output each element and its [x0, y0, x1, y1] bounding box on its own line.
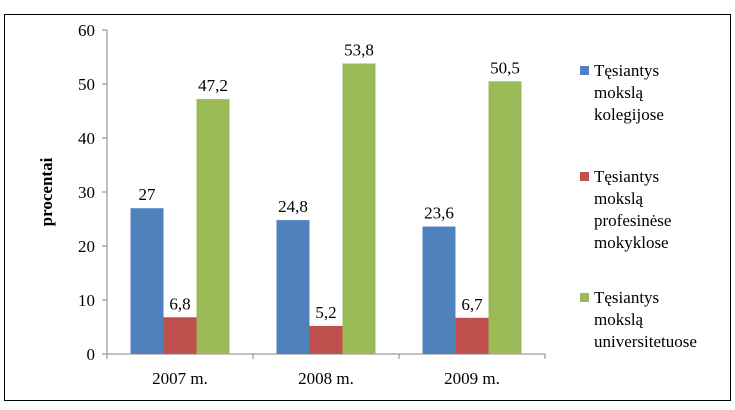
data-label: 6,8: [169, 294, 190, 313]
legend-swatch: [580, 293, 589, 302]
data-label: 50,5: [490, 58, 520, 77]
data-label: 27: [139, 185, 157, 204]
legend-label: mokslą: [594, 310, 644, 329]
y-axis-title: procentai: [37, 157, 56, 226]
data-label: 47,2: [198, 76, 228, 95]
bar: [163, 317, 197, 354]
bar: [309, 325, 343, 354]
legend-swatch: [580, 66, 589, 75]
legend-label: profesinėse: [594, 211, 671, 230]
bar: [196, 99, 230, 355]
legend-label: mokslą: [594, 83, 644, 102]
data-label: 5,2: [315, 303, 336, 322]
x-tick-label: 2009 m.: [444, 369, 500, 388]
x-tick-label: 2008 m.: [298, 369, 354, 388]
legend-label: mokyklose: [594, 233, 669, 252]
legend-label: Tęsiantys: [594, 288, 659, 307]
bar: [488, 81, 522, 355]
y-tick-label: 0: [87, 345, 96, 364]
y-tick-label: 50: [78, 75, 95, 94]
y-tick-label: 60: [78, 21, 95, 40]
y-tick-label: 10: [78, 291, 95, 310]
bar: [276, 220, 310, 354]
data-label: 6,7: [461, 295, 483, 314]
bar: [342, 63, 376, 354]
legend-label: universitetuose: [594, 332, 697, 351]
legend-label: kolegijose: [594, 105, 664, 124]
y-tick-label: 30: [78, 183, 95, 202]
y-tick-label: 40: [78, 129, 95, 148]
bar: [130, 208, 164, 354]
legend-swatch: [580, 172, 589, 181]
x-tick-label: 2007 m.: [152, 369, 208, 388]
legend-label: Tęsiantys: [594, 167, 659, 186]
legend-label: mokslą: [594, 189, 644, 208]
data-label: 24,8: [278, 197, 308, 216]
data-label: 23,6: [424, 204, 454, 223]
legend-label: Tęsiantys: [594, 61, 659, 80]
y-tick-label: 20: [78, 237, 95, 256]
bar: [422, 226, 456, 354]
data-label: 53,8: [344, 40, 374, 59]
bar: [455, 317, 489, 354]
